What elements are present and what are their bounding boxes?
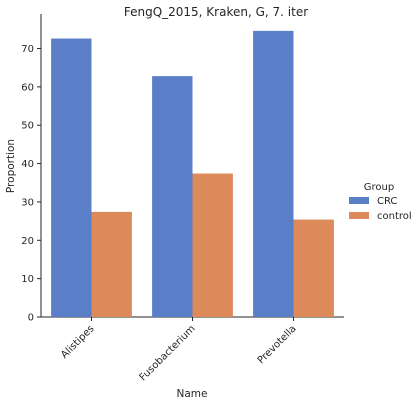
y-tick-label: 20 [21,236,34,247]
y-tick-label: 10 [21,274,34,285]
x-tick-label-fusobacterium: Fusobacterium [138,323,198,383]
y-axis-label: Proportion [5,139,17,193]
bar-fusobacterium-control [192,173,233,317]
y-tick-label: 50 [21,121,34,132]
y-tick-label: 60 [21,82,34,93]
legend-swatch-crc [349,197,369,204]
legend: Group CRC control [349,182,412,222]
legend-label-control: control [377,211,412,222]
legend-label-crc: CRC [377,196,397,207]
y-tick-label: 70 [21,44,34,55]
x-ticks: Alistipes Fusobacterium Prevotella [59,317,299,383]
y-tick-label: 0 [28,313,34,324]
y-tick-label: 30 [21,197,34,208]
y-tick-label: 40 [21,159,34,170]
legend-swatch-control [349,212,369,219]
legend-title: Group [364,182,394,193]
x-axis-label: Name [177,388,208,400]
x-tick-label-prevotella: Prevotella [256,323,299,366]
bar-alistipes-crc [51,38,92,317]
bar-alistipes-control [91,211,132,317]
legend-items: CRC control [349,196,412,222]
y-ticks: 0 10 20 30 40 50 60 70 [21,44,41,324]
bar-prevotella-crc [253,30,294,318]
bar-fusobacterium-crc [152,76,193,317]
x-tick-label-alistipes: Alistipes [59,323,96,360]
chart-title: FengQ_2015, Kraken, G, 7. iter [124,5,308,19]
bars-group [51,30,334,318]
bar-prevotella-control [293,219,334,317]
